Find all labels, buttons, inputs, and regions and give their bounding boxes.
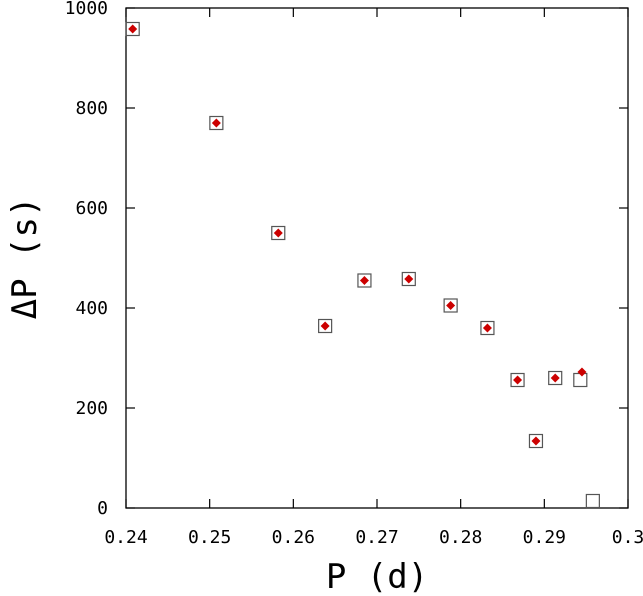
square-point bbox=[548, 370, 563, 386]
y-tick-label: 600 bbox=[75, 198, 108, 219]
y-tick-label: 0 bbox=[97, 498, 108, 519]
diamond-point bbox=[482, 323, 492, 333]
y-tick-label: 400 bbox=[75, 298, 108, 319]
x-tick-label: 0.26 bbox=[272, 527, 315, 548]
x-tick-label: 0.28 bbox=[439, 527, 482, 548]
diamond-point bbox=[531, 436, 541, 446]
diamond-point bbox=[128, 24, 138, 34]
y-axis-title: ΔP (s) bbox=[5, 197, 45, 320]
x-tick-label: 0.3 bbox=[612, 527, 643, 548]
square-point bbox=[357, 273, 372, 288]
diamond-point bbox=[404, 274, 414, 284]
diamond-point bbox=[446, 301, 456, 310]
square-point bbox=[480, 320, 495, 336]
diamond-point bbox=[273, 228, 283, 238]
square-point bbox=[443, 298, 458, 313]
diamond-point bbox=[211, 118, 221, 128]
axis-ticks bbox=[125, 7, 629, 509]
square-point bbox=[318, 318, 333, 334]
plot-frame bbox=[125, 7, 629, 509]
y-tick-label: 200 bbox=[75, 398, 108, 419]
square-point bbox=[573, 372, 588, 388]
diamond-point bbox=[550, 373, 560, 383]
square-point bbox=[585, 493, 600, 509]
square-point bbox=[209, 115, 224, 131]
x-axis-title: P (d) bbox=[326, 557, 428, 596]
x-tick-label: 0.29 bbox=[523, 527, 566, 548]
square-point bbox=[528, 433, 544, 449]
diamond-point bbox=[577, 367, 587, 377]
x-tick-label: 0.27 bbox=[355, 527, 398, 548]
y-tick-label: 1000 bbox=[65, 0, 108, 19]
tick-labels: 0.24 0.25 0.26 0.27 0.28 0.29 0.3 0 200 400 600 800… bbox=[65, 0, 643, 548]
square-point bbox=[510, 372, 525, 388]
diamond-point bbox=[513, 375, 523, 385]
x-tick-label: 0.24 bbox=[104, 527, 147, 548]
diamond-point bbox=[320, 321, 330, 331]
y-tick-label: 800 bbox=[75, 98, 108, 119]
data-markers bbox=[125, 21, 600, 509]
square-point bbox=[125, 21, 140, 37]
diamond-point bbox=[359, 276, 369, 285]
x-tick-label: 0.25 bbox=[188, 527, 231, 548]
square-point bbox=[401, 271, 416, 287]
square-point bbox=[271, 225, 286, 241]
